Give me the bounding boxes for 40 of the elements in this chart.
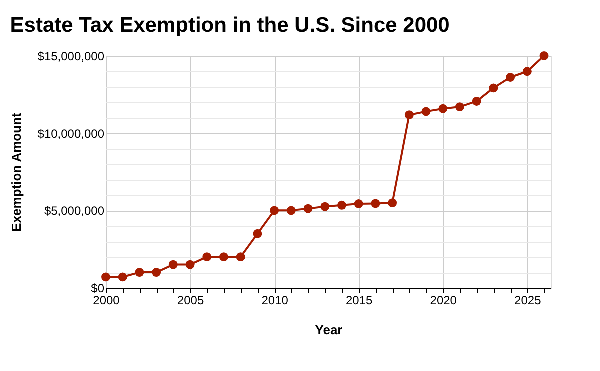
point	[371, 199, 380, 208]
point	[220, 252, 228, 262]
x-tick-label: 2020	[430, 294, 458, 308]
point	[438, 104, 448, 114]
point	[540, 52, 549, 60]
point	[489, 84, 498, 93]
x-tick-label: 2005	[177, 294, 204, 308]
y-tick-label: $5,000,000	[44, 204, 105, 218]
chart-title: Estate Tax Exemption in the U.S. Since 2000	[10, 14, 450, 37]
x-tick-label: 2015	[346, 294, 374, 308]
point	[286, 206, 296, 216]
point	[404, 110, 414, 120]
point	[186, 260, 195, 270]
point	[253, 229, 262, 238]
point	[320, 202, 330, 212]
point	[522, 67, 532, 76]
point	[102, 272, 110, 282]
point	[236, 252, 246, 262]
point	[338, 200, 346, 210]
point	[152, 268, 162, 277]
x-tick-label: 2025	[514, 294, 542, 308]
point	[202, 252, 212, 262]
point	[456, 102, 464, 112]
y-axis-title: Exemption Amount	[8, 112, 24, 232]
x-tick-label: 2000	[93, 294, 120, 308]
point	[506, 73, 516, 82]
point	[472, 97, 482, 106]
point	[388, 198, 398, 208]
x-tick-label: 2010	[262, 294, 289, 308]
y-tick-label: $10,000,000	[38, 126, 105, 141]
y-tick-label: $0	[91, 282, 105, 296]
x-axis-title: Year	[315, 322, 343, 338]
y-tick-label: $15,000,000	[38, 50, 105, 64]
point	[168, 260, 178, 270]
point	[135, 268, 144, 277]
point	[422, 107, 431, 116]
point	[354, 200, 364, 208]
point	[304, 204, 313, 214]
point	[118, 272, 128, 282]
point	[270, 206, 280, 216]
